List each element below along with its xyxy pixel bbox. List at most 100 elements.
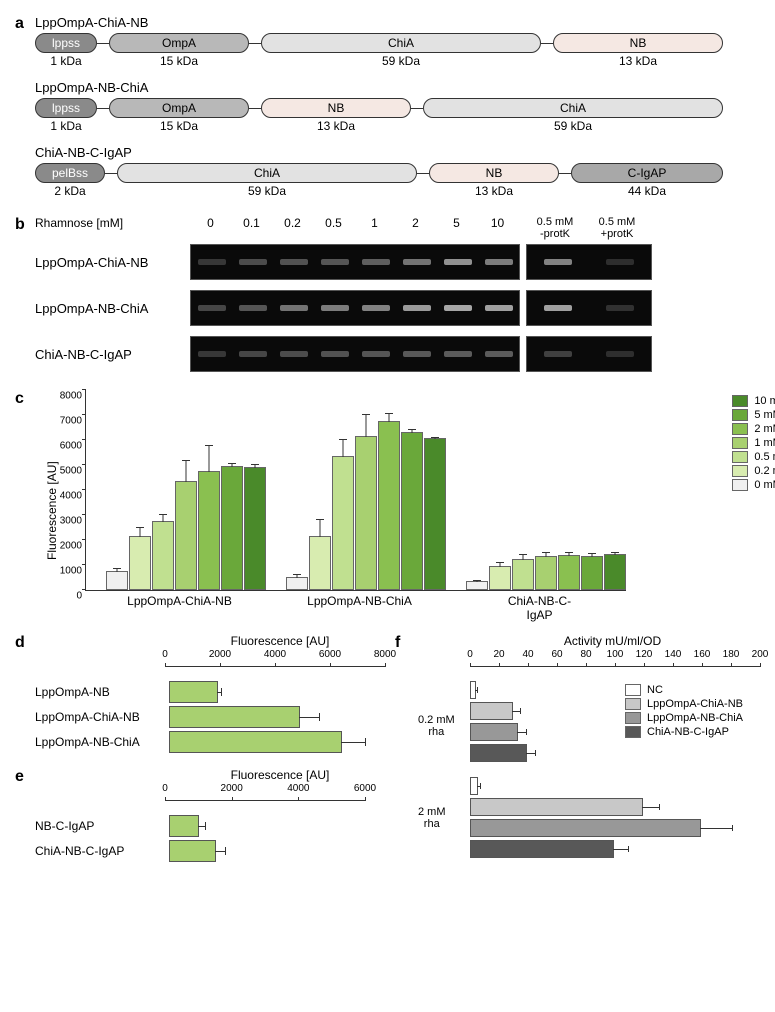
legend-item: NC — [625, 684, 743, 696]
construct-row: ChiA-NB-C-IgAPpelBssChiANBC-IgAP2 kDa59 … — [35, 145, 760, 198]
hbar — [470, 744, 527, 762]
gel-band — [321, 351, 349, 357]
rhamnose-label: Rhamnose [mM] — [35, 216, 190, 240]
construct-diagram: lppssOmpAChiANB — [35, 32, 760, 54]
domain-size: 59 kDa — [117, 184, 417, 198]
bar — [221, 466, 243, 591]
connector — [411, 108, 423, 109]
chart-c: 10 mM5 mM2 mM1 mM0.5 mM0.2 mM0 mM 010002… — [85, 390, 626, 591]
hbar-row — [470, 798, 755, 816]
xtick: 60 — [551, 649, 562, 660]
hbar-row — [470, 819, 755, 837]
legend-item: 0.2 mM — [732, 465, 775, 477]
domain-box: OmpA — [109, 98, 249, 118]
hbar-row — [470, 777, 755, 795]
legend-label: 2 mM — [754, 423, 775, 435]
ytick: 5000 — [60, 466, 86, 477]
gel-band — [198, 259, 226, 265]
hbar — [169, 840, 216, 862]
x-group-label: LppOmpA-ChiA-NB — [127, 590, 232, 608]
legend-label: 1 mM — [754, 437, 775, 449]
lane-label: 0.5 — [313, 216, 354, 240]
connector — [97, 108, 109, 109]
domain-box: lppss — [35, 33, 97, 53]
legend-label: 0.5 mM — [754, 451, 775, 463]
ytick: 6000 — [60, 441, 86, 452]
connector — [417, 173, 429, 174]
legend-swatch — [732, 395, 748, 407]
xtick: 6000 — [319, 649, 341, 660]
domain-box: NB — [261, 98, 411, 118]
domain-size: 2 kDa — [35, 184, 105, 198]
gel-band — [280, 351, 308, 357]
legend-item: 5 mM — [732, 409, 775, 421]
hbar-row — [470, 744, 755, 762]
gel-band — [403, 351, 431, 357]
gel-band — [606, 259, 634, 265]
gel-band — [444, 351, 472, 357]
xtick: 160 — [694, 649, 711, 660]
xtick: 4000 — [264, 649, 286, 660]
domain-box: pelBss — [35, 163, 105, 183]
bar — [152, 521, 174, 591]
lane-label: 10 — [477, 216, 518, 240]
bar — [378, 421, 400, 591]
legend-item: 0 mM — [732, 479, 775, 491]
gel-band — [485, 351, 513, 357]
domain-box: ChiA — [423, 98, 723, 118]
legend-f: NCLppOmpA-ChiA-NBLppOmpA-NB-ChiAChiA-NB-… — [625, 684, 743, 740]
gel-band — [362, 351, 390, 357]
gel-band — [403, 259, 431, 265]
size-labels: 2 kDa59 kDa13 kDa44 kDa — [35, 184, 760, 198]
hbar-label: LppOmpA-ChiA-NB — [35, 710, 169, 724]
right-column: f Activity mU/ml/OD 02040608010012014016… — [395, 634, 755, 877]
hbar-row: LppOmpA-NB — [165, 681, 395, 703]
domain-size: 15 kDa — [109, 54, 249, 68]
left-column: d Fluorescence [AU] 02000400060008000Lpp… — [15, 634, 395, 877]
gel-lane-labels: 00.10.20.512510 — [190, 216, 518, 240]
lane-label: 0 — [190, 216, 231, 240]
legend-item: 0.5 mM — [732, 451, 775, 463]
domain-size: 1 kDa — [35, 119, 97, 133]
hbar — [169, 731, 342, 753]
legend-item: LppOmpA-ChiA-NB — [625, 698, 743, 710]
panel-c: c Fluorescence [AU] 10 mM5 mM2 mM1 mM0.5… — [15, 390, 760, 616]
domain-size: 59 kDa — [261, 54, 541, 68]
legend-swatch — [625, 726, 641, 738]
domain-box: ChiA — [117, 163, 417, 183]
domain-box: ChiA — [261, 33, 541, 53]
legend-label: NC — [647, 684, 663, 696]
lane-label: 0.1 — [231, 216, 272, 240]
gel-band — [362, 259, 390, 265]
gel-band — [239, 305, 267, 311]
xtick: 80 — [580, 649, 591, 660]
bar — [581, 556, 603, 591]
bar — [489, 566, 511, 591]
panel-f-xlabel: Activity mU/ml/OD — [470, 634, 755, 648]
lane-label: 5 — [436, 216, 477, 240]
hbar — [470, 840, 614, 858]
gel-strip-side — [526, 244, 652, 280]
gel-band — [485, 305, 513, 311]
legend-swatch — [732, 465, 748, 477]
panel-a: a LppOmpA-ChiA-NBlppssOmpAChiANB1 kDa15 … — [15, 15, 760, 198]
domain-size: 44 kDa — [571, 184, 723, 198]
bar — [355, 436, 377, 591]
hbar — [470, 777, 478, 795]
panel-c-label: c — [15, 390, 24, 408]
xtick: 140 — [665, 649, 682, 660]
hchart-axis: 020406080100120140160180200 — [470, 666, 760, 681]
domain-box: lppss — [35, 98, 97, 118]
construct-row: LppOmpA-NB-ChiAlppssOmpANBChiA1 kDa15 kD… — [35, 80, 760, 133]
lane-label: 0.2 — [272, 216, 313, 240]
ytick: 4000 — [60, 491, 86, 502]
xtick: 8000 — [374, 649, 396, 660]
gel-band — [239, 259, 267, 265]
hbar — [169, 706, 300, 728]
lane-label: 2 — [395, 216, 436, 240]
ytick: 0 — [76, 591, 86, 602]
hbar-row: LppOmpA-NB-ChiA — [165, 731, 395, 753]
gel-rows: LppOmpA-ChiA-NBLppOmpA-NB-ChiAChiA-NB-C-… — [35, 244, 760, 372]
bar — [424, 438, 446, 590]
legend-item: 1 mM — [732, 437, 775, 449]
